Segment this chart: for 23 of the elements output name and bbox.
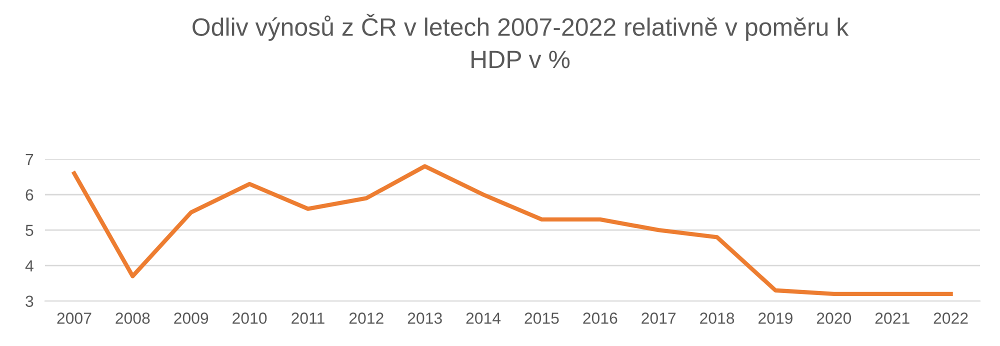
- x-tick-label: 2010: [232, 312, 267, 324]
- line-series: [72, 164, 953, 296]
- x-tick-label: 2016: [583, 312, 618, 324]
- x-tick-label: 2009: [174, 312, 208, 324]
- x-tick-label: 2015: [524, 312, 559, 324]
- chart-title: Odliv výnosů z ČR v letech 2007-2022 relativně v poměru k HDP v %: [192, 14, 849, 68]
- x-tick-label: 2017: [642, 312, 676, 324]
- x-tick-label: 2018: [700, 312, 734, 324]
- y-tick-label: 3: [26, 296, 34, 307]
- x-tick-label: 2019: [758, 312, 792, 324]
- x-tick-label: 2013: [408, 312, 442, 324]
- x-tick-label: 2011: [292, 312, 324, 324]
- y-tick-label: 7: [26, 154, 34, 165]
- y-tick-label: 4: [25, 260, 34, 272]
- x-tick-label: 2014: [466, 312, 501, 324]
- x-tick-label: 2012: [349, 312, 384, 324]
- y-tick-label: 6: [26, 189, 34, 201]
- x-tick-label: 2021: [875, 312, 910, 324]
- x-tick-label: 2008: [116, 312, 150, 324]
- x-tick-label: 2007: [57, 312, 92, 324]
- x-tick-label: 2020: [816, 312, 852, 324]
- y-tick-label: 5: [26, 224, 34, 236]
- x-tick-label: 2022: [934, 312, 968, 324]
